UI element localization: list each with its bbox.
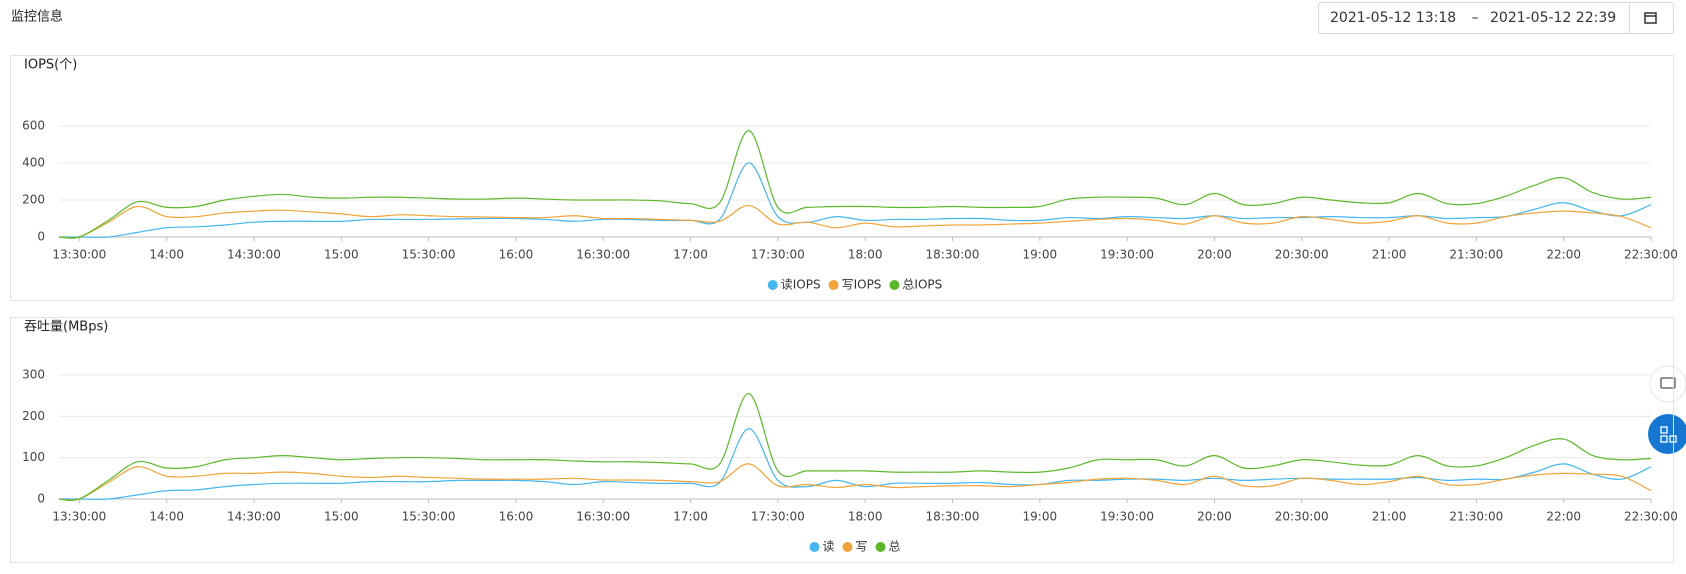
- x-tick-label: 21:30:00: [1449, 510, 1503, 524]
- x-tick-label: 17:30:00: [751, 248, 805, 262]
- legend-item[interactable]: 写IOPS: [828, 278, 882, 292]
- legend-swatch: [809, 542, 820, 552]
- x-tick-label: 14:00: [149, 248, 184, 262]
- x-tick-label: 22:00: [1546, 248, 1581, 262]
- series-line: [58, 204, 1652, 239]
- apps-icon: [1660, 426, 1668, 434]
- x-tick-label: 15:30:00: [402, 510, 456, 524]
- y-tick-label: 600: [22, 119, 45, 133]
- date-separator: –: [1472, 10, 1479, 26]
- legend-swatch: [842, 542, 853, 552]
- y-tick-label: 200: [22, 193, 45, 207]
- legend: 读IOPS 写IOPS 总IOPS: [767, 278, 942, 292]
- page-title: 监控信息: [11, 9, 63, 25]
- legend-label: 写: [855, 540, 867, 554]
- x-tick-label: 21:00: [1372, 510, 1407, 524]
- x-tick-label: 14:30:00: [227, 510, 281, 524]
- series-line: [58, 463, 1652, 501]
- chat-button[interactable]: [1649, 365, 1686, 403]
- x-tick-label: 13:30:00: [52, 510, 106, 524]
- x-tick-label: 19:00: [1023, 248, 1058, 262]
- legend-item[interactable]: 总IOPS: [889, 278, 942, 292]
- legend-item[interactable]: 总: [875, 540, 901, 554]
- x-tick-label: 19:00: [1023, 510, 1058, 524]
- date-start[interactable]: 2021-05-12 13:18: [1330, 10, 1456, 26]
- x-tick-label: 19:30:00: [1100, 248, 1154, 262]
- legend-item[interactable]: 读IOPS: [767, 278, 821, 292]
- chat-icon: [1660, 377, 1676, 389]
- y-tick-label: 400: [22, 156, 45, 170]
- legend-swatch: [828, 280, 839, 290]
- x-tick-label: 22:30:00: [1624, 510, 1678, 524]
- legend: 读写总: [809, 540, 901, 554]
- series-line: [59, 428, 1652, 500]
- x-tick-label: 15:30:00: [402, 248, 456, 262]
- series-line: [58, 130, 1652, 239]
- x-tick-label: 15:00: [324, 248, 359, 262]
- x-tick-label: 15:00: [324, 510, 359, 524]
- x-tick-label: 20:30:00: [1275, 510, 1329, 524]
- date-box[interactable]: [1318, 2, 1674, 34]
- y-tick-label: 200: [22, 409, 45, 423]
- x-tick-label: 14:00: [149, 510, 184, 524]
- x-tick-label: 18:00: [848, 510, 883, 524]
- legend-swatch: [767, 280, 778, 290]
- legend-swatch: [889, 280, 900, 290]
- x-tick-label: 21:30:00: [1449, 248, 1503, 262]
- chart-panel: [10, 317, 1674, 563]
- chart-panel: [10, 55, 1674, 301]
- y-tick-label: 0: [37, 492, 45, 506]
- x-tick-label: 17:30:00: [751, 510, 805, 524]
- legend-label: 读: [822, 540, 834, 554]
- legend-label: 写IOPS: [842, 278, 882, 292]
- y-tick-label: 0: [37, 230, 45, 244]
- legend-item[interactable]: 读: [809, 540, 834, 554]
- x-tick-label: 18:30:00: [926, 248, 980, 262]
- x-tick-label: 17:00: [673, 510, 708, 524]
- legend-item[interactable]: 写: [842, 540, 868, 554]
- apps-button[interactable]: [1648, 414, 1686, 454]
- x-tick-label: 18:30:00: [926, 510, 980, 524]
- x-tick-label: 16:00: [499, 510, 534, 524]
- x-tick-label: 22:30:00: [1624, 248, 1678, 262]
- series-line: [58, 393, 1652, 501]
- float-buttons: [1648, 365, 1686, 454]
- x-tick-label: 16:30:00: [576, 510, 630, 524]
- chart-title: IOPS(个): [24, 58, 77, 73]
- date-end[interactable]: 2021-05-12 22:39: [1490, 10, 1616, 26]
- y-tick-label: 300: [22, 368, 45, 382]
- x-tick-label: 20:00: [1197, 248, 1232, 262]
- x-tick-label: 22:00: [1546, 510, 1581, 524]
- legend-swatch: [875, 542, 886, 552]
- x-tick-label: 16:00: [499, 248, 534, 262]
- y-tick-label: 100: [22, 450, 45, 464]
- x-tick-label: 18:00: [848, 248, 883, 262]
- x-tick-label: 17:00: [673, 248, 708, 262]
- x-tick-label: 20:30:00: [1275, 248, 1329, 262]
- calendar-button[interactable]: [1644, 12, 1657, 24]
- apps-icon: [1660, 435, 1668, 443]
- x-tick-label: 20:00: [1197, 510, 1232, 524]
- x-tick-label: 21:00: [1372, 248, 1407, 262]
- legend-label: 读IOPS: [781, 278, 821, 292]
- legend-label: 总IOPS: [902, 278, 942, 292]
- x-tick-label: 19:30:00: [1100, 510, 1154, 524]
- x-tick-label: 14:30:00: [227, 248, 281, 262]
- date-range-picker[interactable]: 2021-05-12 13:18 – 2021-05-12 22:39: [1318, 2, 1674, 34]
- legend-label: 总: [889, 540, 901, 554]
- x-tick-label: 16:30:00: [576, 248, 630, 262]
- x-tick-label: 13:30:00: [52, 248, 106, 262]
- calendar-icon[interactable]: [1644, 12, 1657, 24]
- series-line: [59, 162, 1652, 238]
- chart-title: 吞吐量(MBps): [24, 320, 108, 335]
